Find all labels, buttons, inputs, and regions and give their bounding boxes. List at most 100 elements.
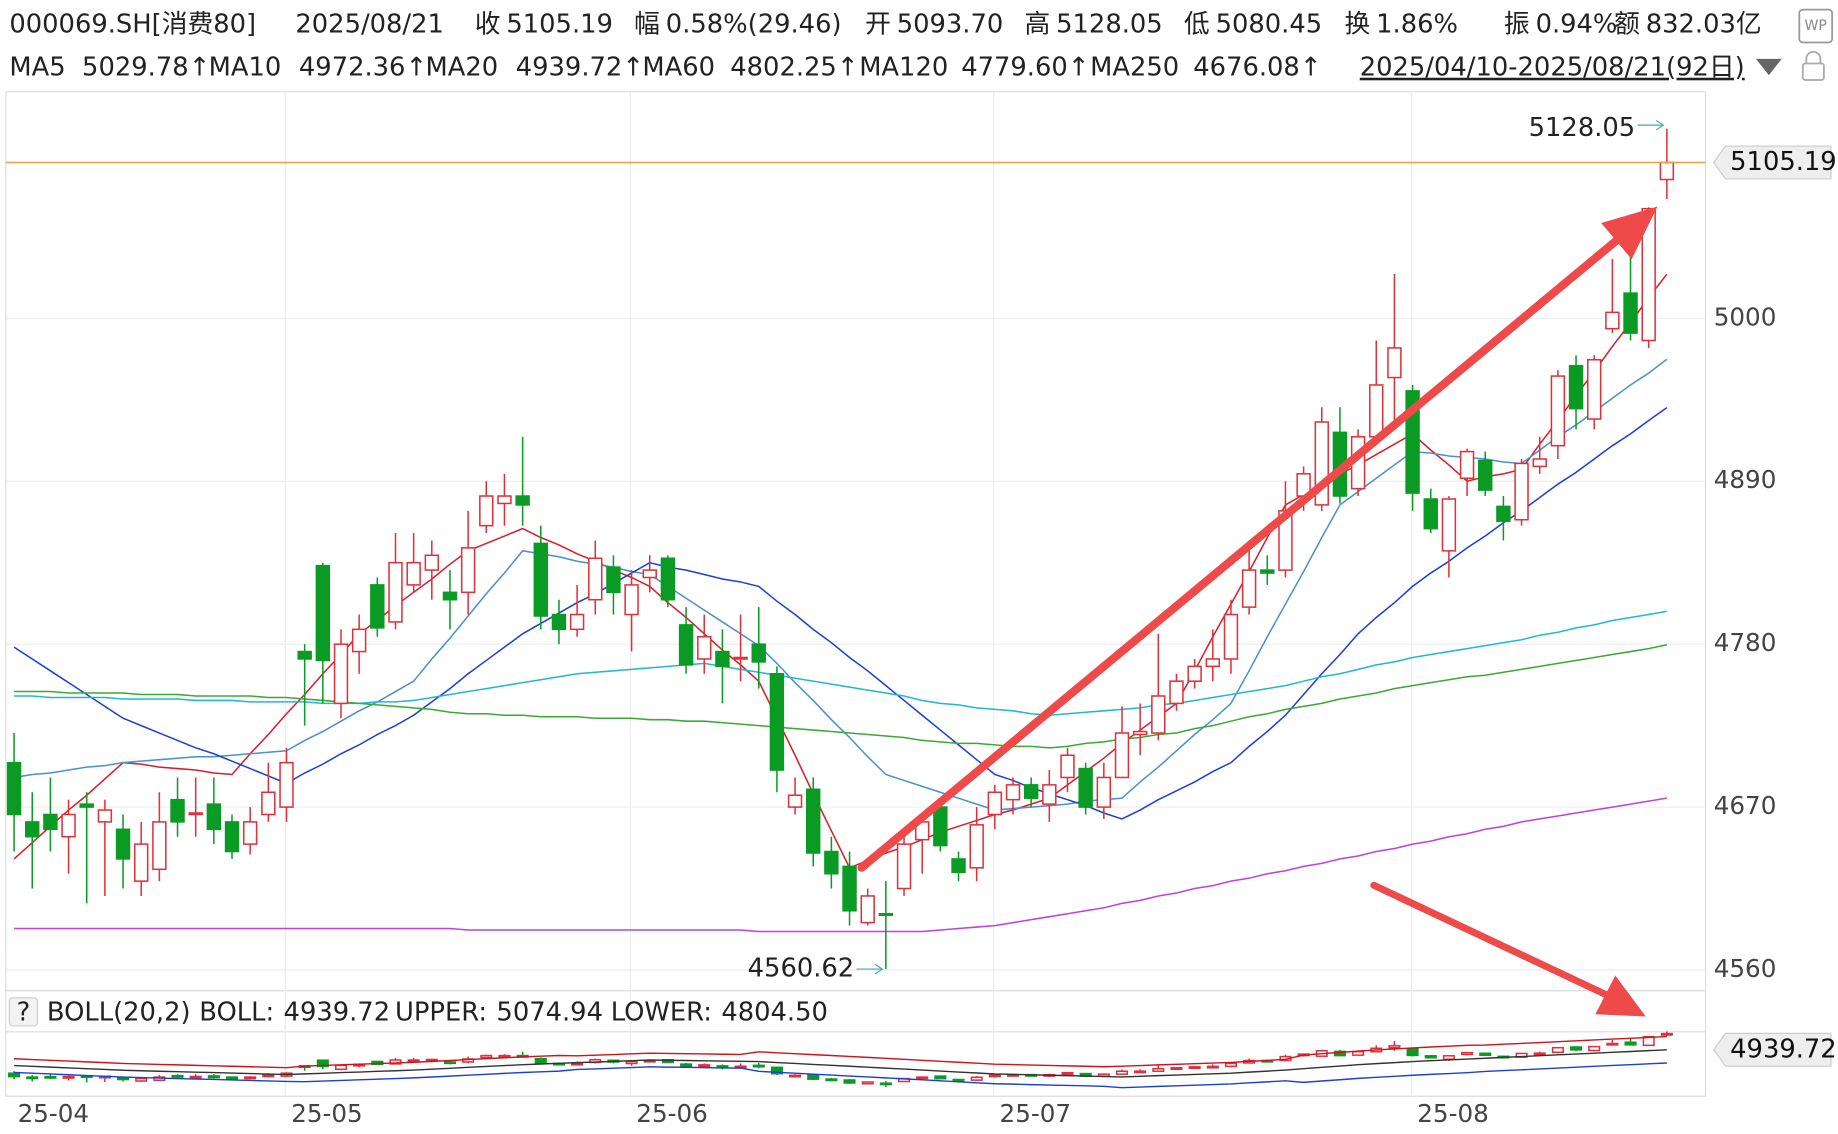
mini-candle-body	[26, 1076, 39, 1080]
mini-candle-body	[480, 1054, 493, 1059]
candle-body	[787, 794, 803, 808]
date-range[interactable]: 2025/04/10-2025/08/21(92日)	[1360, 53, 1745, 83]
stat-value: 1.86%	[1376, 9, 1458, 39]
candle-body	[678, 624, 694, 666]
mini-candle-body	[988, 1074, 1001, 1078]
price-tag	[1713, 1032, 1832, 1067]
candle-body	[206, 803, 222, 831]
wp-icon-text: WP	[1805, 18, 1827, 34]
candle-body	[1096, 776, 1112, 808]
legend: MA5 5029.78↑MA10 4972.36↑MA20 4939.72↑MA60 4…	[9, 53, 1321, 83]
mini-candle-body	[316, 1059, 329, 1068]
indicator-title: BOLL(20,2)	[47, 998, 191, 1028]
price-tag	[1713, 145, 1832, 180]
candle-body	[1532, 458, 1547, 468]
legend-name: MA60	[642, 53, 715, 83]
mini-candle-body	[1479, 1052, 1492, 1056]
candle-body	[115, 828, 131, 860]
legend-value: 4779.60↑	[961, 53, 1089, 83]
y-tick-label: 4780	[1714, 628, 1777, 657]
candle-body	[242, 821, 258, 845]
candle-body	[315, 564, 331, 662]
help-icon[interactable]	[8, 997, 39, 1027]
stat-label: 开	[865, 9, 891, 39]
date: 2025/08/21	[295, 9, 444, 39]
mini-candle-body	[1352, 1050, 1365, 1056]
boll-panel: 4939.72	[8, 1031, 1837, 1089]
legend: BOLL: 4939.72 UPPER: 5074.94 LOWER: 4804.50	[199, 998, 828, 1028]
mini-candle-body	[879, 1082, 892, 1086]
y-tick-label: 5000	[1714, 302, 1777, 331]
candle-body	[1514, 462, 1529, 521]
candle-body	[697, 635, 712, 660]
x-tick-label: 25-06	[636, 1099, 708, 1128]
mini-candle-body	[334, 1064, 348, 1071]
settings-icon[interactable]	[1801, 50, 1825, 81]
legend-value: 5074.94	[496, 998, 603, 1028]
mini-candle-body	[443, 1061, 457, 1065]
mini-candle-body	[1551, 1046, 1564, 1054]
candle-body	[969, 824, 984, 869]
mini-candle-body	[1115, 1070, 1129, 1075]
candle-body	[479, 495, 494, 527]
candle-body	[1223, 613, 1239, 660]
x-tick-label: 25-04	[18, 1099, 90, 1128]
candle-body	[25, 821, 40, 838]
boll-line	[14, 1035, 1667, 1069]
candle-body	[1568, 364, 1584, 410]
dropdown-arrow[interactable]	[1755, 58, 1782, 76]
mini-candle-body	[1442, 1055, 1455, 1060]
candle-body	[1441, 498, 1457, 552]
mini-candle-body	[1224, 1062, 1237, 1068]
wp-icon[interactable]	[1798, 8, 1834, 44]
help-icon-text: ?	[17, 998, 31, 1028]
candle-body	[751, 643, 766, 663]
icon-shape	[1805, 50, 1822, 64]
mini-candle-body	[1642, 1035, 1655, 1047]
mini-candle-body	[1461, 1051, 1474, 1056]
candle-body	[842, 865, 857, 912]
candle-body	[152, 821, 167, 871]
mini-candle-body	[534, 1057, 547, 1065]
mini-candle-body	[1333, 1050, 1346, 1057]
arrow-head	[1601, 206, 1658, 260]
arrow-shaft	[857, 230, 1628, 872]
legend-value: 4939.72↑	[516, 53, 644, 83]
ma-line	[14, 797, 1667, 933]
price-chart: 5105.19 5128.05 4560.62	[5, 113, 1837, 984]
candle-body	[1659, 161, 1675, 181]
candle-body	[1042, 784, 1057, 805]
mini-candle-body	[1170, 1067, 1183, 1071]
mini-candle-body	[934, 1075, 947, 1080]
candle-body	[442, 591, 458, 601]
legend-value: 4972.36↑	[299, 53, 427, 83]
legend-value: 4804.50	[721, 998, 828, 1028]
candle-body	[333, 643, 349, 705]
mini-candle-body	[789, 1074, 802, 1078]
stat-value: 832.03亿	[1646, 9, 1762, 39]
mini-candle-body	[8, 1072, 21, 1078]
candle-body	[297, 650, 312, 660]
mini-candle-body	[1533, 1052, 1546, 1056]
candle-body	[933, 806, 948, 847]
mini-candle-body	[1134, 1070, 1147, 1074]
candle-body	[551, 613, 567, 631]
mini-candle-body	[1152, 1068, 1165, 1073]
candle-body	[715, 650, 730, 668]
stat-value: 0.58%(29.46)	[666, 9, 842, 39]
mini-candle-body	[1660, 1032, 1673, 1036]
candle-body	[424, 554, 440, 571]
y-tick-label: 4560	[1714, 954, 1777, 983]
mini-candle-body	[44, 1075, 57, 1079]
ma-line	[14, 644, 1668, 749]
mini-candle-body	[752, 1064, 765, 1068]
y-tick-label: 4670	[1714, 791, 1777, 820]
candle-body	[951, 858, 966, 874]
stat-label: 收	[475, 9, 501, 39]
candle-body	[1641, 207, 1656, 342]
mini-candle-body	[135, 1077, 148, 1082]
mini-candle-body	[1188, 1066, 1201, 1070]
candle-body	[533, 542, 548, 617]
candle-body	[224, 821, 240, 853]
